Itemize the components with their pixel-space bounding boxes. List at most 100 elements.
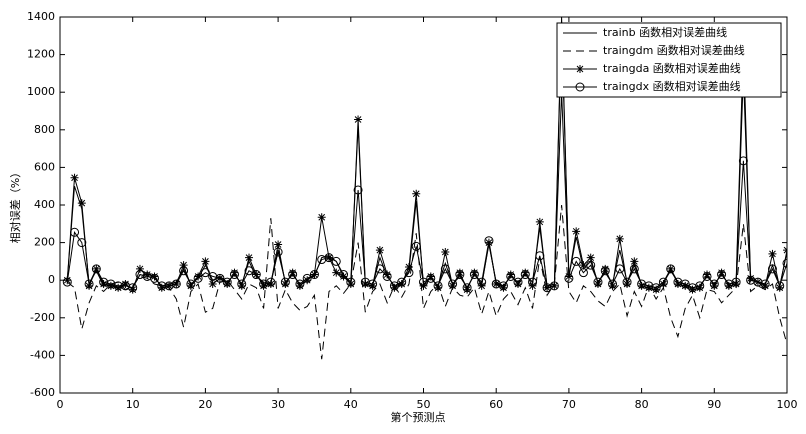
marker	[280, 277, 290, 287]
marker	[339, 272, 348, 281]
marker	[578, 268, 588, 278]
y-tick-label: 400	[34, 198, 55, 211]
marker	[121, 279, 130, 288]
marker	[731, 277, 741, 287]
marker	[303, 276, 312, 285]
marker	[273, 247, 283, 257]
marker	[695, 281, 705, 291]
y-tick-label: -600	[30, 386, 55, 399]
x-tick-label: 40	[344, 398, 358, 411]
marker	[114, 283, 123, 292]
legend-label: traingdx 函数相对误差曲线	[603, 79, 741, 93]
marker	[586, 253, 595, 262]
marker	[419, 277, 428, 287]
marker	[179, 261, 188, 270]
marker	[128, 283, 138, 293]
marker	[477, 277, 487, 287]
marker	[709, 279, 719, 289]
marker	[201, 257, 210, 266]
marker	[339, 270, 349, 280]
marker	[84, 279, 94, 289]
marker	[615, 264, 625, 274]
marker	[106, 281, 115, 290]
legend-label: traingda 函数相对误差曲线	[603, 61, 741, 75]
marker	[666, 264, 676, 274]
marker	[150, 273, 160, 283]
y-tick-label: 1000	[27, 85, 55, 98]
marker	[237, 279, 247, 289]
y-tick-label: 0	[48, 273, 55, 286]
marker	[128, 285, 137, 294]
marker	[288, 268, 297, 277]
x-tick-label: 50	[417, 398, 431, 411]
marker	[629, 264, 639, 274]
marker	[186, 281, 195, 290]
legend-marker	[575, 82, 585, 92]
marker	[775, 281, 785, 291]
marker	[652, 285, 661, 294]
marker	[600, 266, 610, 276]
marker	[768, 249, 777, 258]
marker	[462, 283, 472, 293]
legend-label: trainb 函数相对误差曲线	[603, 25, 727, 39]
marker	[222, 277, 232, 287]
marker	[157, 281, 167, 291]
x-tick-label: 30	[271, 398, 285, 411]
x-tick-label: 20	[198, 398, 212, 411]
marker	[514, 279, 523, 288]
marker	[411, 241, 421, 251]
marker	[157, 283, 166, 292]
marker	[623, 279, 632, 288]
marker	[412, 189, 421, 198]
marker	[91, 264, 101, 274]
marker	[397, 279, 406, 288]
marker	[506, 270, 515, 279]
marker	[332, 268, 341, 277]
legend-box	[556, 22, 782, 98]
marker	[448, 281, 457, 290]
marker	[295, 279, 305, 289]
marker	[659, 279, 668, 288]
marker	[593, 279, 602, 288]
marker	[77, 199, 86, 208]
marker	[593, 277, 603, 287]
marker	[346, 277, 356, 287]
x-tick-label: 10	[126, 398, 140, 411]
marker	[426, 273, 436, 283]
marker	[775, 283, 784, 292]
x-tick-label: 100	[777, 398, 798, 411]
marker	[426, 272, 435, 281]
marker	[681, 281, 690, 290]
marker	[761, 281, 770, 290]
marker	[783, 246, 787, 255]
marker	[448, 279, 458, 289]
marker	[521, 268, 530, 277]
y-tick-label: 800	[34, 123, 55, 136]
marker	[389, 281, 399, 291]
marker	[622, 277, 632, 287]
marker	[434, 283, 443, 292]
marker	[549, 281, 559, 291]
marker	[710, 281, 719, 290]
marker	[135, 264, 144, 273]
marker	[440, 264, 450, 274]
marker	[637, 281, 646, 290]
marker	[441, 248, 450, 256]
plot-area	[62, 17, 787, 360]
marker	[644, 283, 653, 292]
marker	[113, 281, 123, 291]
x-tick-label: 70	[562, 398, 576, 411]
marker	[520, 270, 530, 280]
marker	[455, 268, 464, 277]
marker	[528, 277, 538, 287]
marker	[85, 281, 94, 290]
marker	[208, 279, 217, 288]
y-tick-label: 1200	[27, 48, 55, 61]
marker	[470, 268, 479, 277]
marker	[760, 279, 770, 289]
marker	[229, 270, 239, 280]
legend-label: traingdm 函数相对误差曲线	[603, 43, 745, 57]
marker	[245, 253, 254, 262]
marker	[601, 264, 610, 273]
marker	[215, 273, 225, 283]
